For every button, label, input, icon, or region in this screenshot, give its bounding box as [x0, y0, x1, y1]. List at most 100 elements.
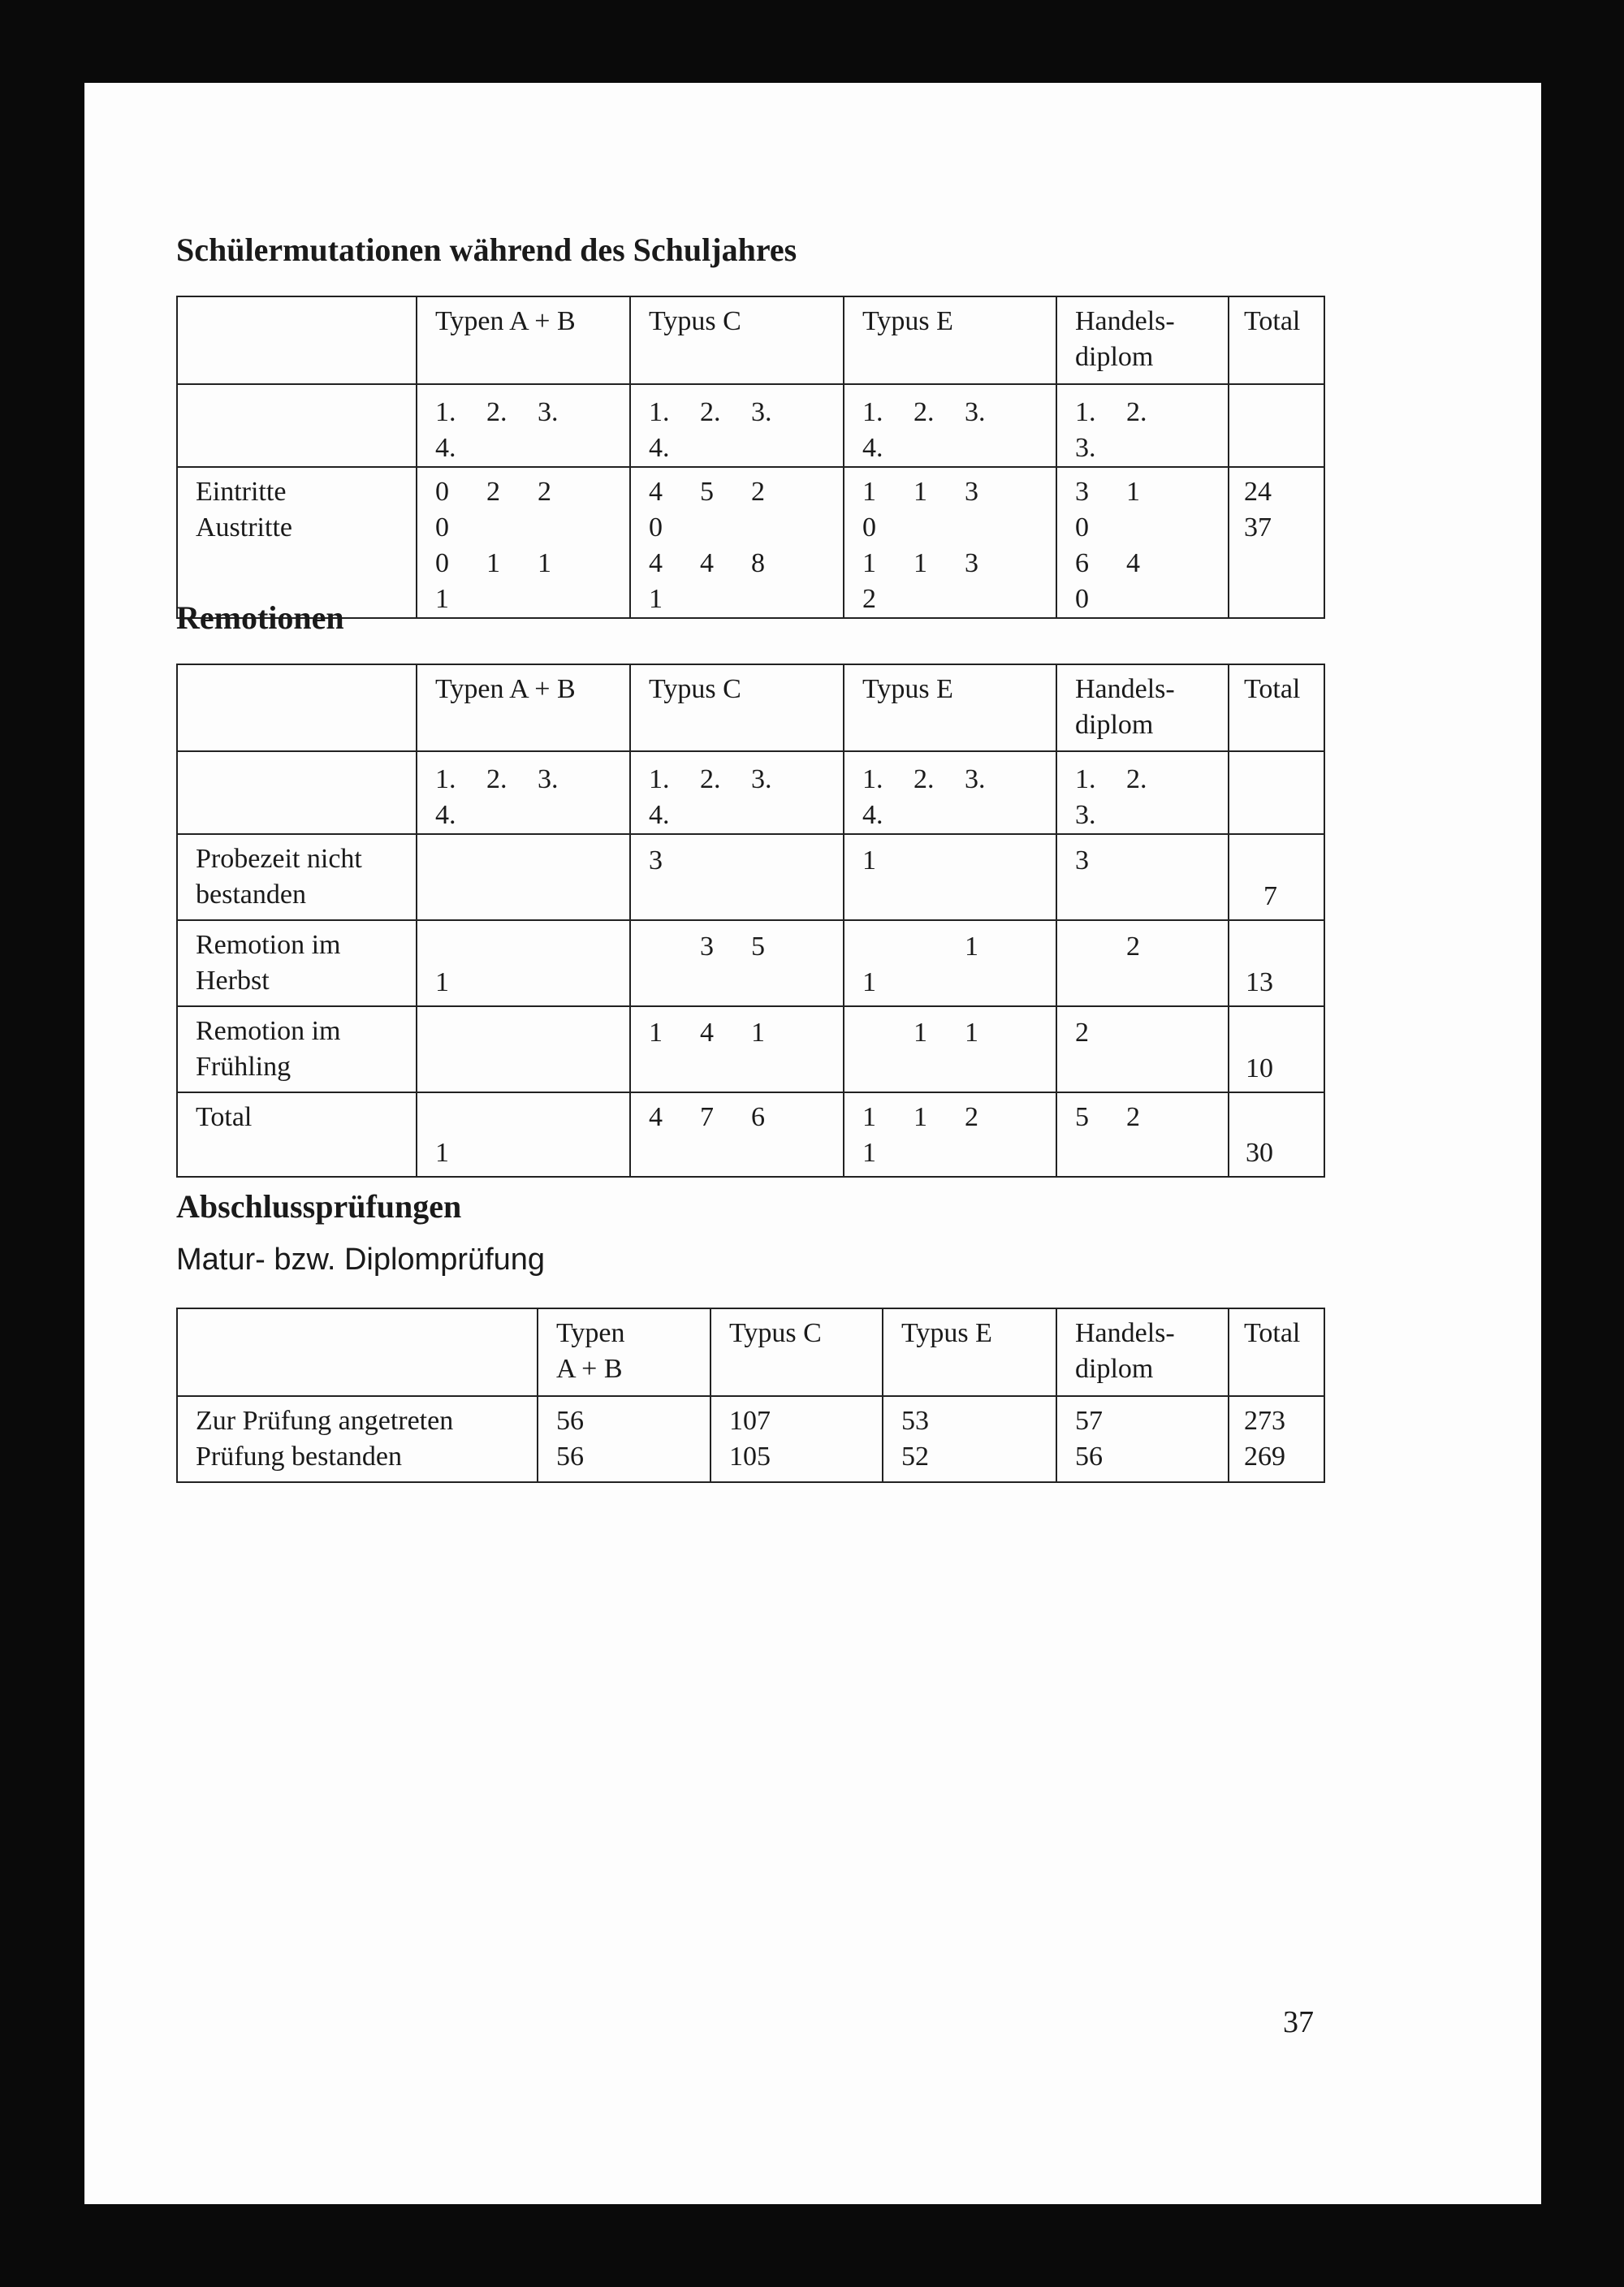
value: 105: [729, 1442, 771, 1472]
section-title-mutations: Schülermutationen während des Schuljahre…: [176, 231, 797, 268]
row-label-cell: Probezeit nicht bestanden: [176, 833, 417, 921]
value: 3: [649, 845, 663, 875]
total-cell: 13: [1228, 919, 1325, 1007]
grade-label: 2.: [700, 764, 721, 794]
value: 2: [965, 1102, 978, 1132]
value-cell: 1 4 1: [629, 1005, 844, 1093]
value: 3: [1075, 477, 1089, 507]
row-total: 13: [1246, 967, 1273, 997]
total-cell: 273 269: [1228, 1395, 1325, 1483]
value-cell: 3: [629, 833, 844, 921]
column-header: [176, 296, 417, 385]
grade-label: 4.: [435, 800, 456, 830]
data-row: Total 1 4 7 6 1 1 21 5 2 30: [176, 1092, 1325, 1178]
value: 56: [1075, 1442, 1103, 1472]
column-header-text: Typus C: [729, 1318, 822, 1348]
grade-label: 1.: [1075, 397, 1096, 427]
grade-label: 1.: [435, 397, 456, 427]
value: 1: [486, 548, 500, 578]
value: 4: [649, 477, 663, 507]
value: 0: [1075, 584, 1089, 614]
value: 5: [1075, 1102, 1089, 1132]
data-row: Eintritte Austritte 0 2 20 0 1 11 4 5 20 4 4 81 1 1 30 1 1…: [176, 466, 1325, 619]
value: 52: [901, 1442, 929, 1472]
grade-cell: 1. 2. 3. 4.: [629, 750, 844, 835]
value-line: 3 1 0: [1075, 474, 1228, 546]
row-total: 10: [1246, 1053, 1273, 1083]
grade-label: 2.: [700, 397, 721, 427]
header-row: Typen A + B Typus C Typus E Handels- diplom…: [176, 664, 1325, 752]
empty-cell: [176, 750, 417, 835]
grade-cell: 1. 2. 3. 4.: [416, 383, 631, 468]
value: 0: [435, 548, 449, 578]
value: 1: [649, 1018, 663, 1048]
value: 2: [486, 477, 500, 507]
row-total: 30: [1246, 1138, 1273, 1168]
value: 2: [862, 584, 876, 614]
value: 56: [556, 1406, 584, 1436]
value: 6: [751, 1102, 765, 1132]
row-label: Probezeit nicht bestanden: [196, 844, 362, 910]
value-cell: [416, 1005, 631, 1093]
value: 57: [1075, 1406, 1103, 1436]
column-header-text: Handels- diplom: [1075, 674, 1175, 740]
grade-cell: 1. 2. 3.: [1056, 383, 1229, 468]
value-cell: 1: [416, 919, 631, 1007]
column-header: Typen A + B: [416, 664, 631, 752]
grade-row: 1. 2. 3. 4. 1. 2. 3. 4. 1. 2. 3. 4. 1. 2. 3.: [176, 750, 1325, 835]
column-header-text: Typus C: [649, 674, 741, 704]
value: 1: [862, 845, 876, 875]
grade-label: 3.: [751, 397, 772, 427]
value-line: 1 1 3 0: [862, 474, 1056, 546]
value-cell: 11: [843, 919, 1057, 1007]
value-line: 4 4 8 1: [649, 546, 843, 617]
grade-label: 2.: [914, 764, 935, 794]
value-line: 4 5 2 0: [649, 474, 843, 546]
value: 269: [1244, 1442, 1285, 1472]
value-cell: 4 5 2 0 4 4 8 1: [629, 466, 844, 619]
value: 7: [700, 1102, 714, 1132]
value-line: 0 1 1 1: [435, 546, 629, 617]
grade-label: 3.: [538, 764, 559, 794]
grade-row: 1. 2. 3. 4. 1. 2. 3. 4. 1. 2. 3. 4. 1. 2. 3.: [176, 383, 1325, 468]
value: 1: [862, 1138, 876, 1168]
value-cell: 2: [1056, 1005, 1229, 1093]
value-cell: 107 105: [710, 1395, 883, 1483]
value-cell: 3 1 0 6 4 0: [1056, 466, 1229, 619]
column-header: Handels- diplom: [1056, 296, 1229, 385]
value: 1: [965, 1018, 978, 1048]
grade-label: 1.: [435, 764, 456, 794]
column-header: Typus C: [629, 664, 844, 752]
exams-table: Typen A + B Typus C Typus E Handels- diplom…: [176, 1308, 1325, 1483]
grade-label: 2.: [486, 397, 508, 427]
empty-cell: [1228, 750, 1325, 835]
value: 273: [1244, 1406, 1285, 1436]
grade-label: 2.: [914, 397, 935, 427]
grade-label: 4.: [862, 800, 883, 830]
row-label: Zur Prüfung angetreten: [196, 1406, 454, 1436]
value: 4: [1126, 548, 1140, 578]
column-header: Typen A + B: [537, 1308, 711, 1397]
column-header-text: Typen A + B: [435, 306, 576, 336]
row-total: 7: [1263, 881, 1277, 911]
value: 4: [649, 1102, 663, 1132]
empty-cell: [176, 383, 417, 468]
column-header: Typen A + B: [416, 296, 631, 385]
total-cell: 10: [1228, 1005, 1325, 1093]
value-cell: 4 7 6: [629, 1092, 844, 1178]
remotions-table: Typen A + B Typus C Typus E Handels- diplom…: [176, 664, 1325, 1178]
value: 4: [700, 1018, 714, 1048]
value: 1: [914, 548, 927, 578]
value-line: 6 4 0: [1075, 546, 1228, 617]
header-row: Typen A + B Typus C Typus E Handels- diplom…: [176, 1308, 1325, 1397]
grade-label: 4.: [649, 433, 670, 463]
column-header-text: Handels- diplom: [1075, 1318, 1175, 1384]
value: 1: [914, 1102, 927, 1132]
row-label: Remotion im Frühling: [196, 1016, 341, 1082]
value: 5: [751, 932, 765, 962]
value: 3: [965, 477, 978, 507]
value-line: 0 2 2 0: [435, 474, 629, 546]
mutations-table: Typen A + B Typus C Typus E Handels- diplom…: [176, 296, 1325, 619]
grade-cell: 1. 2. 3. 4.: [629, 383, 844, 468]
grade-label: 3.: [1075, 800, 1096, 830]
